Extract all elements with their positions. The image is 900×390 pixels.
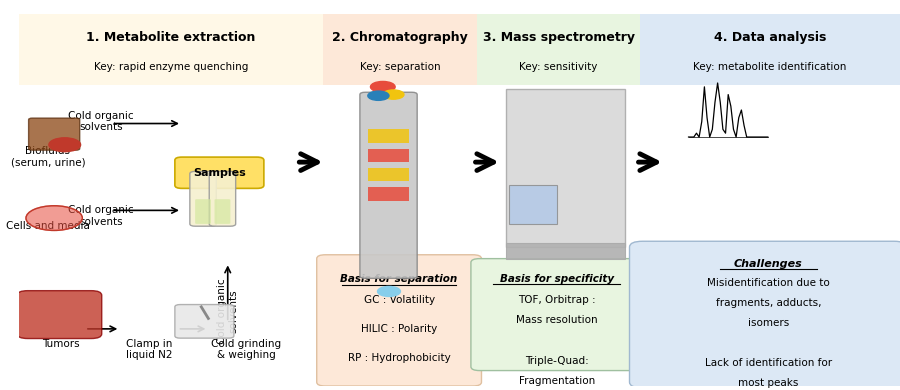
FancyBboxPatch shape — [214, 199, 230, 224]
Text: Cold organic
solvents: Cold organic solvents — [217, 278, 239, 344]
Text: Misidentification due to: Misidentification due to — [706, 278, 830, 288]
Text: RP : Hydrophobicity: RP : Hydrophobicity — [347, 353, 451, 363]
FancyBboxPatch shape — [175, 305, 234, 338]
FancyBboxPatch shape — [190, 171, 216, 226]
Bar — [368, 149, 410, 162]
FancyBboxPatch shape — [175, 157, 264, 188]
Circle shape — [368, 91, 389, 100]
Text: fragments, adducts,: fragments, adducts, — [716, 298, 821, 308]
Bar — [368, 129, 410, 143]
Text: most peaks: most peaks — [738, 378, 798, 388]
Text: Cold organic
solvents: Cold organic solvents — [68, 206, 134, 227]
FancyBboxPatch shape — [323, 14, 477, 85]
FancyBboxPatch shape — [19, 14, 323, 85]
Text: Biofluids
(serum, urine): Biofluids (serum, urine) — [11, 145, 86, 167]
FancyBboxPatch shape — [506, 243, 626, 259]
Text: Lack of identification for: Lack of identification for — [705, 358, 832, 368]
Text: Tumors: Tumors — [42, 339, 80, 349]
FancyBboxPatch shape — [209, 171, 236, 226]
FancyBboxPatch shape — [195, 199, 211, 224]
Text: Clamp in
liquid N2: Clamp in liquid N2 — [126, 339, 173, 360]
FancyBboxPatch shape — [317, 255, 482, 386]
Circle shape — [371, 82, 395, 92]
Bar — [368, 168, 410, 181]
Text: 1. Metabolite extraction: 1. Metabolite extraction — [86, 30, 256, 44]
Text: Fragmentation: Fragmentation — [518, 376, 595, 386]
Text: Key: rapid enzyme quenching: Key: rapid enzyme quenching — [94, 62, 248, 72]
Bar — [368, 187, 410, 201]
FancyBboxPatch shape — [477, 14, 640, 85]
Text: Basis for specificity: Basis for specificity — [500, 274, 614, 284]
FancyBboxPatch shape — [471, 259, 643, 370]
Text: Key: separation: Key: separation — [360, 62, 440, 72]
FancyBboxPatch shape — [640, 14, 900, 85]
Circle shape — [377, 286, 400, 296]
Circle shape — [382, 90, 404, 99]
FancyBboxPatch shape — [508, 185, 557, 224]
Text: Cells and media: Cells and media — [6, 221, 90, 231]
Circle shape — [49, 138, 81, 152]
Text: 2. Chromatography: 2. Chromatography — [332, 30, 468, 44]
Text: Triple-Quad:: Triple-Quad: — [525, 356, 589, 365]
Text: HILIC : Polarity: HILIC : Polarity — [361, 324, 437, 334]
Text: TOF, Orbitrap :: TOF, Orbitrap : — [518, 295, 596, 305]
Text: Challenges: Challenges — [734, 259, 803, 269]
Text: Mass resolution: Mass resolution — [516, 316, 598, 325]
FancyBboxPatch shape — [360, 92, 418, 278]
Text: Cold grinding
& weighing: Cold grinding & weighing — [212, 339, 282, 360]
Text: 4. Data analysis: 4. Data analysis — [714, 30, 826, 44]
Text: isomers: isomers — [748, 318, 789, 328]
Text: Key: sensitivity: Key: sensitivity — [519, 62, 598, 72]
FancyBboxPatch shape — [506, 89, 626, 247]
Text: Cold organic
solvents: Cold organic solvents — [68, 111, 134, 132]
Text: Samples: Samples — [193, 168, 246, 178]
Text: Key: metabolite identification: Key: metabolite identification — [693, 62, 847, 72]
FancyBboxPatch shape — [17, 291, 102, 339]
FancyBboxPatch shape — [629, 241, 900, 388]
Text: Basis for separation: Basis for separation — [340, 274, 458, 284]
Circle shape — [26, 206, 83, 230]
Text: GC : Volatility: GC : Volatility — [364, 295, 435, 305]
Text: 3. Mass spectrometry: 3. Mass spectrometry — [482, 30, 634, 44]
FancyBboxPatch shape — [29, 118, 80, 150]
